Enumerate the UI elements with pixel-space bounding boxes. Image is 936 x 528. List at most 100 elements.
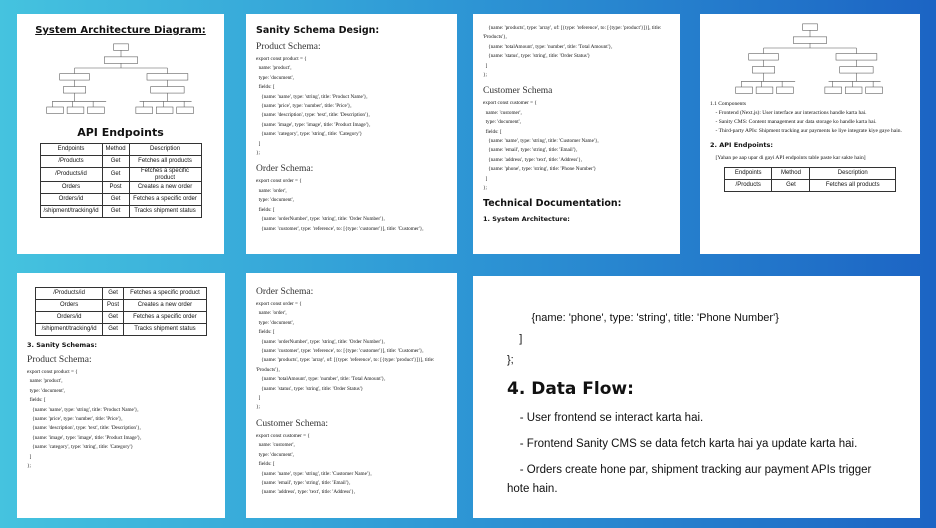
table-cell: Post bbox=[101, 181, 130, 194]
table-header: Description bbox=[809, 167, 896, 180]
code-line: export const customer = { bbox=[483, 100, 537, 107]
table-cell: Get bbox=[101, 155, 130, 168]
text-line: - Frontend Sanity CMS se data fetch kart… bbox=[507, 438, 858, 450]
code-line: ] bbox=[483, 175, 488, 182]
table-cell: Orders/id bbox=[39, 193, 103, 206]
code-block: export const order = { name: 'order', ty… bbox=[256, 177, 447, 233]
page-thumbnail: 1.1 Components - Frontend (Next.js): Use… bbox=[700, 14, 920, 254]
code-line: type: 'document', bbox=[256, 74, 294, 81]
code-line: type: 'document', bbox=[256, 197, 294, 204]
text-block: [Yahan pe aap upar di gayi API endpoints… bbox=[710, 154, 910, 163]
table-cell: Get bbox=[102, 287, 124, 300]
table-cell: Get bbox=[771, 179, 811, 192]
table-cell: /shipment/tracking/id bbox=[39, 205, 103, 218]
table-header: Endpoints bbox=[723, 167, 773, 180]
code-line: {name: 'phone', type: 'string', title: '… bbox=[483, 166, 597, 173]
code-line: {name: 'email', type: 'string', title: '… bbox=[483, 147, 578, 154]
code-line: }; bbox=[27, 463, 31, 470]
heading: API Endpoints bbox=[77, 126, 164, 139]
table-cell: Tracks shipment status bbox=[122, 323, 208, 336]
code-line: fields: [ bbox=[256, 461, 275, 468]
code-line: ] bbox=[27, 453, 32, 460]
text-line: - Sanity CMS: Content management aur dat… bbox=[710, 119, 877, 125]
table-cell: Orders/id bbox=[34, 311, 104, 324]
code-line: export const product = { bbox=[27, 369, 78, 375]
code-block: export const customer = { name: 'custome… bbox=[256, 432, 447, 498]
table-cell: Tracks shipment status bbox=[128, 205, 202, 218]
subheading: Product Schema: bbox=[27, 355, 92, 365]
table-cell: Get bbox=[102, 323, 124, 336]
code-line: name: 'order', bbox=[256, 187, 287, 194]
page-thumbnail: Order Schema: export const order = { name… bbox=[246, 273, 457, 518]
code-line: name: 'product', bbox=[27, 378, 63, 385]
table-header-row: Endpoints Method Description bbox=[39, 143, 202, 156]
code-line: {name: 'image', type: 'image', title: 'P… bbox=[256, 121, 371, 128]
table-header: Method bbox=[771, 167, 811, 180]
code-line: type: 'document', bbox=[256, 319, 294, 326]
table-header: Method bbox=[101, 143, 130, 156]
table-row: Orders Post Creates a new order bbox=[34, 299, 208, 312]
code-line: {name: 'name', type: 'string', title: 'C… bbox=[256, 470, 372, 477]
architecture-diagram bbox=[45, 43, 194, 114]
code-line: {name: 'price', type: 'number', title: '… bbox=[27, 416, 123, 423]
code-line: {name: 'description', type: 'text', titl… bbox=[256, 112, 370, 119]
page-thumbnail: /Products/id Get Fetches a specific produc… bbox=[17, 273, 225, 518]
code-line: {name: 'category', type: 'string', title… bbox=[27, 444, 134, 451]
table-cell: Get bbox=[101, 193, 130, 206]
code-block: export const product = { name: 'product'… bbox=[27, 368, 215, 471]
table: /Products/id Get Fetches a specific produc… bbox=[34, 287, 208, 336]
table-cell: Orders bbox=[39, 181, 103, 194]
table-row: Orders Post Creates a new order bbox=[39, 181, 202, 194]
code-line: {name: 'totalAmount', type: 'number', ti… bbox=[483, 43, 613, 50]
table-header-row: Endpoints Method Description bbox=[723, 167, 896, 180]
table-header: Endpoints bbox=[39, 143, 103, 156]
table: Endpoints Method Description/Products Get Fe… bbox=[723, 167, 896, 192]
title: Sanity Schema Design: bbox=[256, 25, 380, 36]
code-block: {name: 'products', type: 'array', of: [{… bbox=[483, 24, 670, 80]
table-row: /Products/id Get Fetches a specific produc… bbox=[39, 167, 202, 182]
code-line: export const order = { bbox=[256, 178, 302, 185]
code-line: export const customer = { bbox=[256, 432, 310, 439]
heading: 3. Sanity Schemas: bbox=[27, 341, 97, 349]
table-row: Orders/id Get Fetches a specific order bbox=[39, 193, 202, 206]
code-line: }; bbox=[256, 404, 260, 411]
table-row: Orders/id Get Fetches a specific order bbox=[34, 311, 208, 324]
code-line: {name: 'orderNumber', type: 'string', ti… bbox=[256, 216, 385, 223]
table: Endpoints Method Description/Products Get Fe… bbox=[39, 143, 202, 218]
code-line: {name: 'status', type: 'string', title: … bbox=[256, 385, 364, 392]
code-block: export const order = { name: 'order', ty… bbox=[256, 300, 447, 413]
code-line: {name: 'products', type: 'array', of: [{… bbox=[483, 25, 663, 41]
code-line: export const order = { bbox=[256, 301, 302, 307]
code-line: {name: 'status', type: 'string', title: … bbox=[483, 53, 591, 60]
subheading: Order Schema: bbox=[256, 164, 314, 175]
page-thumbnail: {name: 'products', type: 'array', of: [{… bbox=[473, 14, 680, 254]
code-line: {name: 'image', type: 'image', title: 'P… bbox=[27, 434, 142, 441]
code-line: ] bbox=[256, 140, 261, 147]
code-line: name: 'customer', bbox=[483, 109, 522, 116]
code-block: {name: 'phone', type: 'string', title: '… bbox=[507, 308, 886, 371]
table-cell: Fetches a specific order bbox=[128, 193, 202, 206]
code-line: }; bbox=[507, 354, 514, 366]
subheading: Product Schema: bbox=[256, 42, 321, 52]
text-block: - User frontend se interact karta hai. -… bbox=[507, 409, 886, 499]
code-line: {name: 'category', type: 'string', title… bbox=[256, 131, 363, 138]
table-row: /Products/id Get Fetches a specific produc… bbox=[34, 287, 208, 300]
table-row: /Products Get Fetches all products bbox=[723, 179, 896, 192]
table-row: /shipment/tracking/id Get Tracks shipment … bbox=[34, 323, 208, 336]
code-line: ] bbox=[507, 333, 523, 345]
code-line: name: 'order', bbox=[256, 310, 287, 317]
architecture-diagram bbox=[735, 23, 883, 94]
text-line: [Yahan pe aap upar di gayi API endpoints… bbox=[710, 155, 866, 161]
code-line: {name: 'totalAmount', type: 'number', ti… bbox=[256, 376, 386, 383]
table-cell: Fetches a specific product bbox=[128, 167, 202, 182]
heading: 1. System Architecture: bbox=[483, 214, 570, 223]
page-thumbnail: Sanity Schema Design: Product Schema: expo… bbox=[246, 14, 457, 254]
table-row: /shipment/tracking/id Get Tracks shipment … bbox=[39, 205, 202, 218]
code-line: }; bbox=[483, 72, 487, 79]
code-line: {name: 'description', type: 'text', titl… bbox=[27, 425, 141, 432]
code-line: {name: 'name', type: 'string', title: 'P… bbox=[27, 406, 139, 413]
code-line: fields: [ bbox=[256, 84, 275, 91]
text-block: 1.1 Components - Frontend (Next.js): Use… bbox=[710, 100, 910, 136]
code-line: {name: 'phone', type: 'string', title: '… bbox=[507, 312, 779, 324]
